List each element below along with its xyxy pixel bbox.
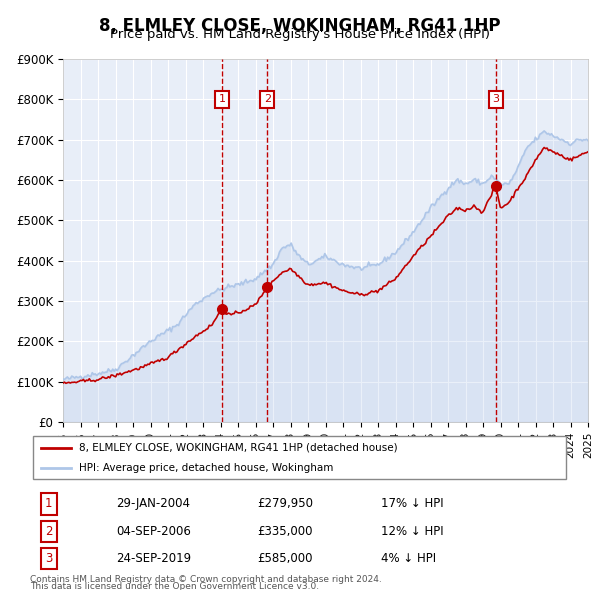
Text: £585,000: £585,000 (257, 552, 312, 565)
Text: 1: 1 (45, 497, 53, 510)
Text: Price paid vs. HM Land Registry's House Price Index (HPI): Price paid vs. HM Land Registry's House … (110, 28, 490, 41)
Text: 12% ↓ HPI: 12% ↓ HPI (381, 525, 443, 538)
Text: 8, ELMLEY CLOSE, WOKINGHAM, RG41 1HP: 8, ELMLEY CLOSE, WOKINGHAM, RG41 1HP (99, 17, 501, 35)
FancyBboxPatch shape (33, 436, 566, 480)
Text: 3: 3 (45, 552, 53, 565)
Text: This data is licensed under the Open Government Licence v3.0.: This data is licensed under the Open Gov… (30, 582, 319, 590)
Text: 17% ↓ HPI: 17% ↓ HPI (381, 497, 443, 510)
Text: 2: 2 (45, 525, 53, 538)
Text: 29-JAN-2004: 29-JAN-2004 (116, 497, 190, 510)
Text: 24-SEP-2019: 24-SEP-2019 (116, 552, 191, 565)
Text: 2: 2 (263, 94, 271, 104)
Text: £335,000: £335,000 (257, 525, 312, 538)
Text: HPI: Average price, detached house, Wokingham: HPI: Average price, detached house, Woki… (79, 463, 333, 473)
Text: 4% ↓ HPI: 4% ↓ HPI (381, 552, 436, 565)
Text: 8, ELMLEY CLOSE, WOKINGHAM, RG41 1HP (detached house): 8, ELMLEY CLOSE, WOKINGHAM, RG41 1HP (de… (79, 442, 397, 453)
Text: £279,950: £279,950 (257, 497, 313, 510)
Text: 04-SEP-2006: 04-SEP-2006 (116, 525, 191, 538)
Text: Contains HM Land Registry data © Crown copyright and database right 2024.: Contains HM Land Registry data © Crown c… (30, 575, 382, 584)
Text: 1: 1 (218, 94, 226, 104)
Text: 3: 3 (492, 94, 499, 104)
